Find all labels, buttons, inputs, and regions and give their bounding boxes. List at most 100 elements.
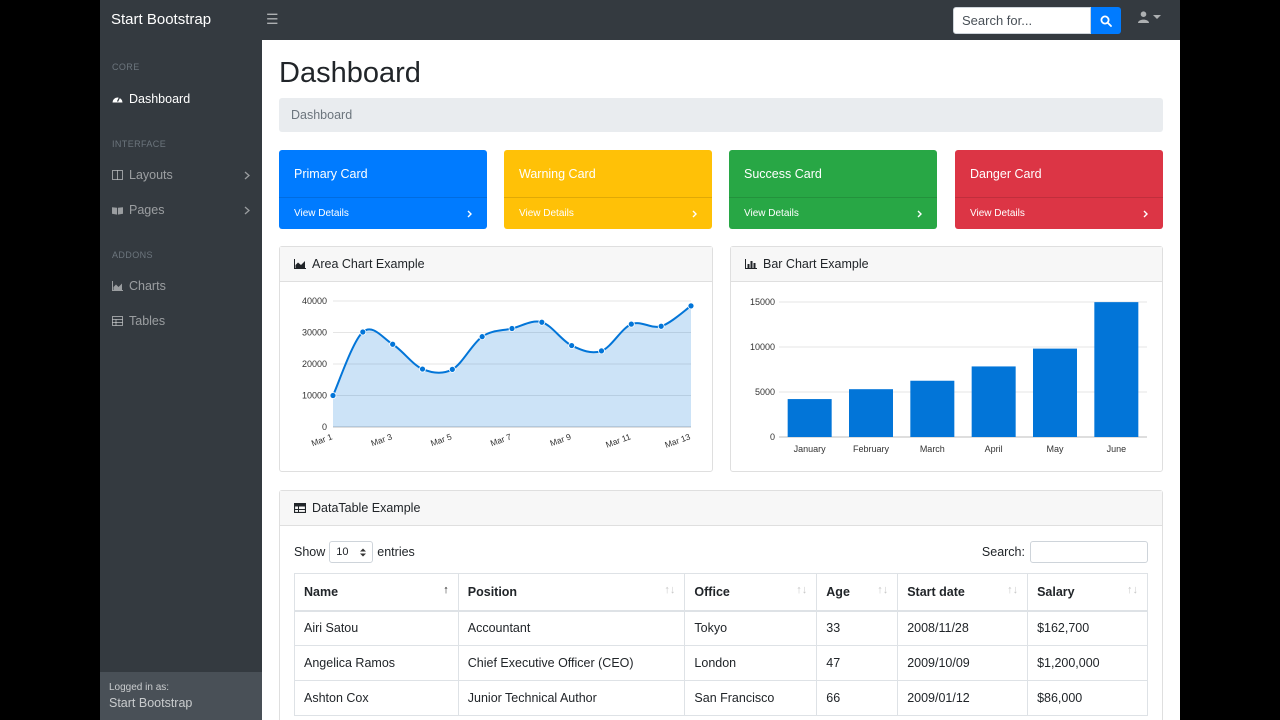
column-header-office[interactable]: Office ↑↓ — [684, 573, 818, 612]
data-point — [478, 333, 486, 341]
table-header-row: Name ↑ Position ↑↓ Office ↑↓ Age ↑↓ Start da… — [294, 573, 1148, 612]
column-header-position[interactable]: Position ↑↓ — [457, 573, 686, 612]
sidebar-heading-interface: INTERFACE — [112, 139, 167, 149]
tachometer-icon — [112, 94, 123, 105]
x-tick-label: Mar 13 — [663, 431, 692, 450]
sidebar-item-pages[interactable]: Pages — [100, 195, 262, 225]
logged-in-user: Start Bootstrap — [109, 696, 193, 710]
x-tick-label: March — [920, 444, 945, 454]
sidebar-toggle-icon[interactable]: ☰ — [266, 11, 279, 27]
logged-in-label: Logged in as: — [109, 682, 170, 693]
view-details-label: View Details — [970, 208, 1025, 219]
chevron-right-icon — [692, 210, 697, 217]
y-tick-label: 10000 — [302, 391, 327, 401]
entries-value: 10 — [336, 546, 349, 558]
chevron-right-icon — [1143, 210, 1148, 217]
view-details-link[interactable]: View Details — [955, 197, 1163, 229]
sidebar-item-tables[interactable]: Tables — [100, 306, 262, 336]
show-label: Show — [294, 545, 326, 559]
data-point — [627, 320, 635, 328]
sort-select-icon — [360, 548, 367, 556]
view-details-link[interactable]: View Details — [729, 197, 937, 229]
sidebar-item-dashboard[interactable]: Dashboard — [100, 84, 262, 114]
navbar-brand[interactable]: Start Bootstrap — [111, 11, 212, 28]
datatable-panel: DataTable Example Show 10 entries Search… — [279, 490, 1163, 720]
view-details-link[interactable]: View Details — [279, 197, 487, 229]
sidebar-item-layouts[interactable]: Layouts — [100, 160, 262, 190]
bar — [971, 366, 1016, 437]
cell-name: Ashton Cox — [294, 680, 459, 716]
x-tick-label: Mar 9 — [549, 431, 573, 448]
bar-chart-panel: Bar Chart Example 0 5000 10000 15000 January… — [730, 246, 1163, 472]
table-icon — [112, 316, 123, 327]
sort-icon: ↑↓ — [1007, 584, 1019, 596]
y-tick-label: 30000 — [302, 328, 327, 338]
x-tick-label: Mar 5 — [429, 431, 453, 448]
column-header-start-date[interactable]: Start date ↑↓ — [897, 573, 1029, 612]
x-tick-label: Mar 7 — [489, 431, 513, 448]
sidebar-item-label: Layouts — [129, 168, 173, 182]
primary-card: Primary Card View Details — [279, 150, 487, 229]
sidebar-footer: Logged in as: Start Bootstrap — [100, 672, 262, 720]
data-point — [598, 347, 605, 355]
cell-position: Accountant — [457, 610, 686, 646]
warning-card: Warning Card View Details — [504, 150, 712, 229]
datatable-header: DataTable Example — [280, 491, 1162, 526]
bar — [910, 380, 955, 437]
cell-position: Chief Executive Officer (CEO) — [457, 645, 686, 681]
data-point — [687, 302, 695, 310]
data-point — [568, 342, 576, 349]
sidebar-item-label: Dashboard — [129, 92, 191, 106]
sidebar-item-label: Charts — [129, 279, 166, 293]
cell-start-date: 2008/11/28 — [897, 610, 1029, 646]
search-input[interactable] — [953, 7, 1091, 34]
bar — [787, 399, 832, 437]
x-tick-label: April — [985, 444, 1003, 454]
cell-name: Angelica Ramos — [294, 645, 459, 681]
cell-age: 33 — [816, 610, 899, 646]
cell-start-date: 2009/10/09 — [897, 645, 1029, 681]
view-details-link[interactable]: View Details — [504, 197, 712, 229]
card-title: Danger Card — [970, 167, 1042, 181]
x-tick-label: Mar 3 — [370, 431, 394, 448]
chart-area-icon — [294, 259, 306, 269]
cell-office: London — [684, 645, 818, 681]
table-row: Ashton Cox Junior Technical Author San F… — [294, 680, 1148, 716]
column-header-salary[interactable]: Salary ↑↓ — [1027, 573, 1148, 612]
sidebar-item-charts[interactable]: Charts — [100, 271, 262, 301]
table-icon — [294, 503, 306, 513]
table-row: Airi Satou Accountant Tokyo 33 2008/11/2… — [294, 610, 1148, 646]
search-label: Search: — [981, 545, 1025, 559]
danger-card: Danger Card View Details — [955, 150, 1163, 229]
column-header-name[interactable]: Name ↑ — [294, 573, 459, 612]
cell-salary: $162,700 — [1027, 610, 1148, 646]
user-menu-button[interactable] — [1138, 11, 1161, 23]
area-fill — [333, 305, 691, 427]
column-label: Office — [694, 584, 730, 599]
sort-asc-icon: ↑ — [443, 584, 449, 596]
sort-icon: ↑↓ — [664, 584, 676, 596]
chevron-right-icon — [467, 210, 472, 217]
column-header-age[interactable]: Age ↑↓ — [816, 573, 899, 612]
area-chart-panel: Area Chart Example 0 10000 20000 30000 40000… — [279, 246, 713, 472]
cell-age: 47 — [816, 645, 899, 681]
table-search: Search: — [982, 541, 1148, 563]
user-icon — [1138, 11, 1149, 23]
chart-bar-icon — [745, 259, 757, 269]
entries-select[interactable]: 10 — [329, 541, 374, 563]
card-title: Warning Card — [519, 167, 596, 181]
table-search-input[interactable] — [1030, 541, 1148, 563]
area-chart-header: Area Chart Example — [280, 247, 712, 282]
breadcrumb-item: Dashboard — [291, 108, 353, 122]
data-point — [448, 365, 456, 373]
column-label: Age — [826, 584, 850, 599]
app-window: Start Bootstrap ☰ CORE Dashboard INTERFA… — [100, 0, 1180, 720]
data-point — [508, 325, 516, 332]
search-button[interactable] — [1091, 7, 1121, 34]
cell-age: 66 — [816, 680, 899, 716]
card-title: Primary Card — [294, 167, 368, 181]
column-label: Name — [304, 584, 339, 599]
y-tick-label: 40000 — [302, 296, 327, 306]
cell-start-date: 2009/01/12 — [897, 680, 1029, 716]
x-tick-label: June — [1107, 444, 1127, 454]
